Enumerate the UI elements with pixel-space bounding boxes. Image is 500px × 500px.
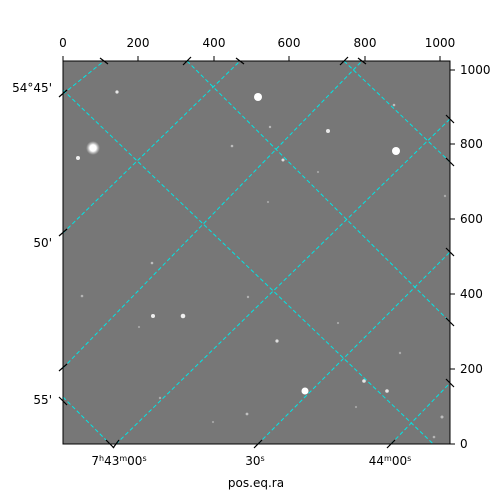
star — [211, 420, 215, 424]
top-tick-label: 600 — [278, 36, 301, 50]
sky-image-background — [63, 61, 450, 444]
ra-seconds: 30 — [245, 454, 260, 468]
star-field — [76, 90, 447, 439]
star — [254, 93, 262, 101]
wcs-tick-mark — [445, 157, 455, 167]
wcs-tick-mark — [235, 57, 245, 65]
wcs-tick-mark — [445, 378, 455, 388]
star — [443, 194, 447, 198]
star — [76, 156, 80, 160]
wcs-tick-mark — [58, 363, 68, 372]
star — [245, 412, 249, 416]
star — [362, 379, 366, 383]
star — [432, 435, 436, 439]
ra-tick-label: 30s — [245, 454, 264, 469]
ra-hours-unit: h — [99, 454, 104, 463]
wcs-tick-mark — [386, 439, 396, 449]
wcs-tick-mark — [58, 228, 68, 237]
star — [392, 147, 400, 155]
ra-tick-label: 44m00s — [369, 454, 412, 469]
top-tick-label: 400 — [203, 36, 226, 50]
right-tick-labels: 0 200 400 600 800 1000 — [460, 63, 491, 451]
star — [336, 321, 340, 325]
coordinate-grid — [63, 61, 450, 444]
x-axis-title: pos.eq.ra — [228, 476, 284, 490]
grid-line — [186, 61, 450, 323]
star — [398, 351, 402, 355]
ra-hours: 7 — [91, 454, 99, 468]
star — [385, 389, 389, 393]
wcs-tick-mark — [58, 89, 68, 98]
ra-minutes: 44 — [369, 454, 384, 468]
star — [89, 144, 97, 152]
top-tick-labels: 0 200 400 600 800 1000 — [59, 36, 455, 50]
star — [268, 125, 272, 129]
ra-seconds-unit: s — [261, 454, 265, 463]
top-tick-label: 800 — [354, 36, 377, 50]
dec-tick-label: 50' — [33, 236, 52, 250]
star — [230, 144, 234, 148]
right-tick-label: 800 — [460, 137, 483, 151]
star — [246, 295, 250, 299]
grid-line — [63, 89, 434, 444]
ra-seconds: 00 — [392, 454, 407, 468]
ra-seconds: 00 — [127, 454, 142, 468]
star — [80, 294, 84, 298]
star — [180, 313, 186, 319]
dec-axis-labels: 54°45' 50' 55' — [12, 81, 52, 407]
star — [326, 129, 330, 133]
star — [150, 261, 154, 265]
top-tick-label: 1000 — [425, 36, 456, 50]
right-tick-label: 400 — [460, 287, 483, 301]
top-tick-label: 0 — [59, 36, 67, 50]
top-tick-label: 200 — [127, 36, 150, 50]
wcs-tick-mark — [182, 56, 192, 66]
right-tick-label: 1000 — [460, 63, 491, 77]
star — [115, 90, 119, 94]
grid-line — [63, 61, 105, 95]
grid-line — [343, 61, 450, 163]
wcs-tick-mark — [357, 57, 367, 65]
wcs-tick-mark — [58, 396, 68, 406]
grid-line — [63, 61, 241, 234]
grid-line — [63, 396, 111, 444]
dec-tick-label: 55' — [33, 393, 52, 407]
wcs-tick-mark — [339, 56, 349, 66]
wcs-tick-mark — [99, 57, 109, 65]
wcs-tick-mark — [445, 114, 455, 124]
star — [151, 314, 155, 318]
ra-minutes-unit: m — [384, 454, 392, 463]
right-tick-label: 0 — [460, 437, 468, 451]
wcs-tick-mark — [112, 439, 120, 449]
star — [158, 396, 162, 400]
ra-tick-label: 7h43m00s — [91, 454, 146, 469]
wcs-tick-mark — [105, 439, 115, 449]
ra-axis-labels: 7h43m00s 30s 44m00s — [91, 454, 411, 469]
ra-minutes-unit: m — [119, 454, 127, 463]
star — [392, 103, 396, 107]
dec-tick-label: 54°45' — [12, 81, 52, 95]
wcs-tick-mark — [445, 247, 455, 257]
wcs-tick-mark — [253, 439, 263, 449]
star — [137, 325, 141, 329]
star — [354, 405, 358, 409]
star — [440, 415, 444, 419]
top-axis — [62, 56, 441, 61]
right-tick-label: 200 — [460, 362, 483, 376]
right-tick-label: 600 — [460, 212, 483, 226]
grid-line — [390, 382, 450, 444]
star — [281, 158, 285, 162]
star — [316, 170, 320, 174]
right-axis — [450, 69, 455, 445]
star — [266, 200, 270, 204]
star — [301, 387, 309, 395]
wcs-edge-ticks — [58, 56, 455, 449]
ra-seconds-unit: s — [142, 454, 146, 463]
ra-seconds-unit: s — [407, 454, 411, 463]
wcs-tick-mark — [445, 317, 455, 327]
star — [275, 339, 279, 343]
ra-minutes: 43 — [104, 454, 119, 468]
